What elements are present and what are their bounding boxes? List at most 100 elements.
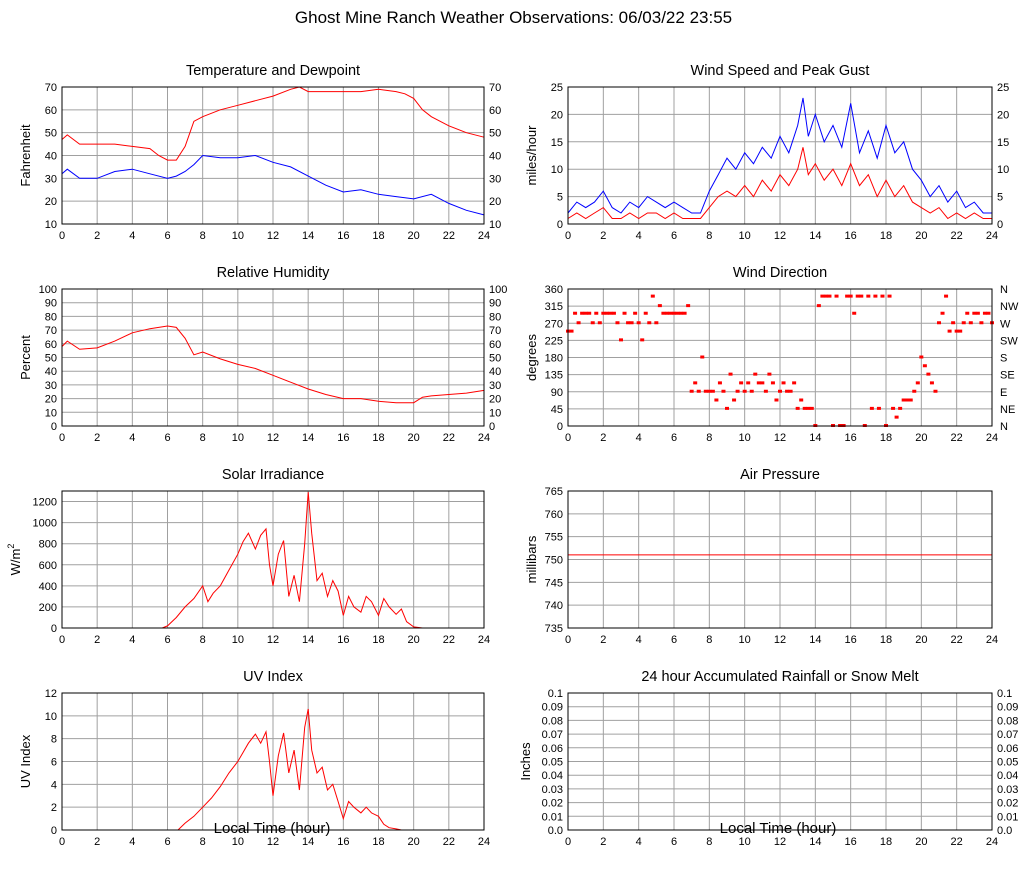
x-tick-label: 14	[809, 432, 821, 444]
y-tick-label-right: 10	[489, 219, 501, 231]
x-tick-label: 0	[59, 432, 65, 444]
y-tick-label-right: 30	[489, 380, 501, 392]
wind-direction-point	[922, 364, 927, 368]
y-tick-label: 25	[551, 82, 563, 94]
y-tick-label-right: 5	[997, 192, 1003, 204]
y-tick-label: 6	[51, 757, 57, 769]
y-tick-label: 50	[45, 128, 57, 140]
y-tick-label: 10	[45, 219, 57, 231]
x-tick-label: 2	[600, 836, 606, 848]
wind-direction-point	[569, 329, 574, 333]
wind-direction-point	[657, 304, 662, 308]
x-tick-label: 8	[706, 836, 712, 848]
wind-direction-point	[707, 389, 712, 393]
y-tick-label-right: 40	[489, 366, 501, 378]
y-axis-label: Fahrenheit	[18, 124, 33, 187]
x-tick-label: 0	[59, 230, 65, 242]
wind-direction-point	[898, 406, 903, 410]
wind-direction-point	[587, 311, 592, 315]
chart-title: Air Pressure	[740, 467, 820, 483]
y-tick-label: 0	[51, 421, 57, 433]
y-tick-label: 30	[45, 173, 57, 185]
compass-label: SW	[1000, 335, 1018, 347]
chart-title: Relative Humidity	[217, 265, 331, 281]
y-tick-label: 0.03	[542, 784, 563, 796]
wind-direction-point	[728, 372, 733, 376]
x-tick-label: 10	[232, 432, 244, 444]
x-tick-label: 20	[915, 634, 927, 646]
y-tick-label: 0.02	[542, 798, 563, 810]
x-tick-label: 12	[267, 634, 279, 646]
y-tick-label: 0	[557, 219, 563, 231]
x-tick-label: 14	[302, 634, 314, 646]
y-tick-label: 745	[545, 577, 563, 589]
wind-direction-point	[975, 311, 980, 315]
x-tick-label: 24	[986, 836, 998, 848]
series-line-0	[62, 708, 484, 831]
compass-label: W	[1000, 318, 1011, 330]
plot-frame	[567, 288, 993, 427]
y-tick-label-right: 0.1	[997, 688, 1012, 700]
y-tick-label: 20	[45, 196, 57, 208]
wind-direction-point	[700, 355, 705, 359]
plot-frame	[567, 692, 993, 831]
wind-direction-point	[696, 389, 701, 393]
x-tick-label: 12	[774, 836, 786, 848]
wind-direction-point	[763, 389, 768, 393]
wind-direction-point	[629, 321, 634, 325]
y-tick-label-right: 60	[489, 339, 501, 351]
y-tick-label-right: 0.01	[997, 811, 1018, 823]
chart-title: Temperature and Dewpoint	[186, 63, 360, 79]
y-tick-label-right: 20	[997, 109, 1009, 121]
x-tick-label: 14	[809, 230, 821, 242]
x-tick-label: 2	[600, 230, 606, 242]
y-tick-label-right: 0.04	[997, 770, 1018, 782]
y-tick-label: 60	[45, 339, 57, 351]
wind-direction-point	[679, 311, 684, 315]
x-tick-label: 24	[478, 432, 490, 444]
y-axis-label: millibars	[524, 535, 539, 583]
wind-direction-point	[601, 311, 606, 315]
y-tick-label: 735	[545, 623, 563, 635]
series-line-0	[61, 86, 485, 161]
wind-direction-point	[933, 389, 938, 393]
wind-direction-point	[742, 389, 747, 393]
wind-direction-point	[880, 294, 885, 298]
y-tick-label-right: 70	[489, 82, 501, 94]
wind-direction-point	[968, 321, 973, 325]
compass-label: NW	[1000, 301, 1019, 313]
x-tick-label: 0	[565, 634, 571, 646]
chart-title: 24 hour Accumulated Rainfall or Snow Mel…	[641, 669, 918, 685]
y-tick-label: 2	[51, 802, 57, 814]
series-line-0	[62, 492, 484, 629]
wind-direction-point	[986, 311, 991, 315]
y-tick-label-right: 20	[489, 196, 501, 208]
plot-frame	[61, 288, 485, 427]
y-tick-label-right: 25	[997, 82, 1009, 94]
wind-direction-point	[961, 321, 966, 325]
wind-direction-point	[778, 389, 782, 393]
x-tick-label: 20	[915, 432, 927, 444]
y-tick-label: 90	[45, 298, 57, 310]
y-tick-label: 20	[551, 109, 563, 121]
x-tick-label: 12	[774, 432, 786, 444]
x-tick-label: 6	[671, 230, 677, 242]
wind-direction-point	[940, 311, 945, 315]
y-tick-label: 10	[551, 164, 563, 176]
wind-direction-point	[802, 406, 807, 410]
y-tick-label: 135	[545, 370, 563, 382]
x-tick-label: 6	[671, 634, 677, 646]
y-tick-label: 80	[45, 311, 57, 323]
x-tick-label: 16	[845, 432, 857, 444]
wind-direction-point	[979, 321, 984, 325]
x-tick-label: 6	[164, 836, 170, 848]
wind-direction-point	[855, 294, 860, 298]
y-tick-label: 760	[545, 509, 563, 521]
x-tick-label: 4	[129, 836, 135, 848]
y-tick-label: 0	[557, 421, 563, 433]
wind-direction-point	[937, 321, 941, 325]
wind-direction-point	[827, 294, 832, 298]
wind-direction-point	[852, 311, 857, 315]
y-axis-label: UV Index	[18, 734, 33, 788]
wind-direction-point	[654, 321, 659, 325]
